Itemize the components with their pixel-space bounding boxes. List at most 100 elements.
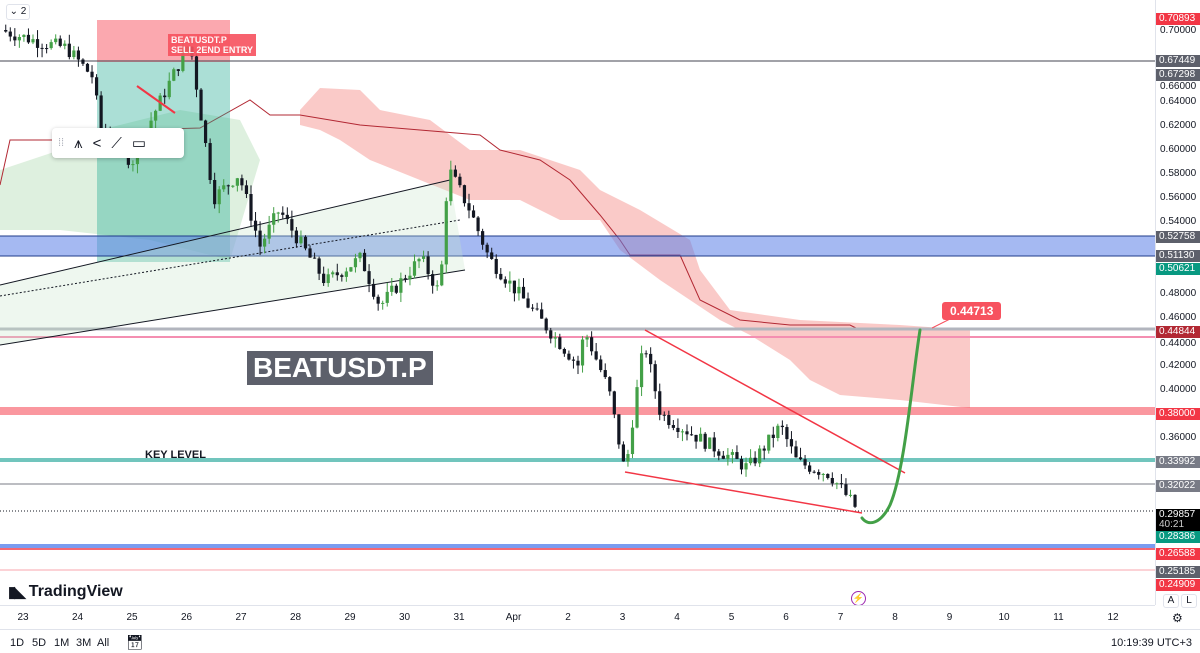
callout-icon[interactable]: ▭ xyxy=(131,135,147,152)
candle-body xyxy=(708,437,712,449)
key-level-line[interactable] xyxy=(0,458,1155,462)
candle-body xyxy=(812,471,816,473)
price-tick: 0.66000 xyxy=(1160,81,1197,93)
fork-line-icon[interactable]: < xyxy=(92,134,102,152)
candle-body xyxy=(653,364,657,392)
resistance-zone-blue[interactable] xyxy=(0,236,1155,256)
candle-body xyxy=(776,425,780,439)
candle-body xyxy=(167,80,171,98)
candle-body xyxy=(458,176,462,186)
support-zone-blue[interactable] xyxy=(0,544,1155,548)
candle-body xyxy=(440,264,444,286)
auto-scale-button[interactable]: A xyxy=(1163,594,1179,608)
price-tick: 0.58000 xyxy=(1160,168,1197,179)
candle-body xyxy=(662,414,666,416)
settings-gear-icon[interactable]: ⚙ xyxy=(1172,611,1183,625)
bottom-toolbar: 1D 5D 1M 3M All 📅︎ 10:19:39 UTC+3 xyxy=(0,629,1200,653)
position-profit-zone[interactable] xyxy=(97,62,230,262)
candle-body xyxy=(344,271,348,277)
candle-body xyxy=(263,238,267,247)
time-tick: 5 xyxy=(728,612,735,623)
price-tick: 0.62000 xyxy=(1160,120,1197,131)
candle-body xyxy=(8,31,12,37)
drawing-toolbar[interactable]: ⁞⁞ ⩚ < ⟋ ▭ xyxy=(52,128,184,158)
candle-body xyxy=(503,279,507,284)
channel-upper-line[interactable] xyxy=(0,179,451,286)
bar-countdown: 40:21 xyxy=(1159,518,1185,530)
collapse-indicators-button[interactable]: ⌄ 2 xyxy=(6,4,30,20)
price-label: 0.44844 xyxy=(1156,325,1200,338)
price-tick: 0.42000 xyxy=(1160,360,1197,371)
clock[interactable]: 10:19:39 UTC+3 xyxy=(1110,637,1192,649)
lightning-icon[interactable]: ⚡ xyxy=(851,591,866,605)
candle-body xyxy=(680,431,685,433)
price-tick: 0.46000 xyxy=(1160,312,1197,323)
range-all[interactable]: All xyxy=(97,637,110,649)
range-3m[interactable]: 3M xyxy=(76,637,92,649)
candle-body xyxy=(421,256,426,259)
candle-body xyxy=(58,38,62,46)
candle-body xyxy=(240,178,244,186)
candle-body xyxy=(253,220,258,231)
candle-body xyxy=(544,318,548,331)
time-tick: 27 xyxy=(235,612,247,623)
wedge-upper-line[interactable] xyxy=(644,329,906,474)
time-tick: 26 xyxy=(180,612,193,623)
level-zone-038[interactable] xyxy=(0,407,1155,415)
candle-body xyxy=(521,286,526,299)
channel-mid-line[interactable] xyxy=(0,219,461,297)
trend-line-red[interactable] xyxy=(136,85,176,114)
candle-body xyxy=(676,427,680,433)
target-price-tag[interactable]: 0.44713 xyxy=(942,302,1002,320)
candle-body xyxy=(685,431,689,435)
time-tick: 11 xyxy=(1053,612,1064,623)
candle-body xyxy=(367,271,371,284)
price-tick: 0.36000 xyxy=(1160,432,1197,443)
projection-arrow[interactable] xyxy=(860,328,922,525)
range-1m[interactable]: 1M xyxy=(54,637,70,649)
candle-body xyxy=(54,38,58,43)
symbol-watermark-label[interactable]: BEATUSDT.P xyxy=(247,351,433,385)
time-axis[interactable]: 23 24 25 26 27 28 29 30 31 Apr 2 3 4 5 6 7 8 9 10 11 12 xyxy=(0,605,1155,629)
pattern-tool-icon[interactable]: ⩚ xyxy=(74,134,83,152)
time-tick: 6 xyxy=(783,612,789,623)
price-label: 0.51130 xyxy=(1156,250,1200,263)
candle-body xyxy=(553,337,557,339)
parallel-channel[interactable] xyxy=(0,180,465,345)
position-label-note: SELL 2END ENTRY xyxy=(171,45,254,55)
candle-body xyxy=(349,267,353,272)
candle-body xyxy=(649,353,653,365)
candle-body xyxy=(40,47,44,49)
channel-lower-line[interactable] xyxy=(0,269,466,346)
candle-body xyxy=(608,377,612,392)
candle-body xyxy=(694,434,698,442)
candle-body xyxy=(403,278,408,280)
goto-date-calendar-icon[interactable]: 📅︎ xyxy=(126,634,144,650)
price-tick: 0.40000 xyxy=(1160,384,1197,395)
range-1d[interactable]: 1D xyxy=(10,637,25,649)
candle-body xyxy=(222,185,226,190)
candle-body xyxy=(526,298,530,308)
range-5d[interactable]: 5D xyxy=(32,637,47,649)
price-label: 0.70893 xyxy=(1156,13,1200,26)
price-label: 0.67449 xyxy=(1156,54,1200,67)
candle-body xyxy=(571,359,576,361)
price-tick: 0.70000 xyxy=(1160,25,1197,37)
chart-canvas[interactable] xyxy=(0,0,1155,605)
candle-body xyxy=(644,353,648,355)
price-axis[interactable]: 0.70000 0.66000 0.64000 0.62000 0.60000 0.580… xyxy=(1155,0,1200,605)
candle-body xyxy=(381,302,385,304)
candle-body xyxy=(94,77,99,96)
candle-body xyxy=(99,95,103,129)
time-tick: 7 xyxy=(837,612,844,623)
log-scale-button[interactable]: L xyxy=(1181,594,1197,608)
wedge-lower-line[interactable] xyxy=(624,471,863,514)
candle-body xyxy=(285,214,289,220)
candle-body xyxy=(172,69,176,81)
trend-line-icon[interactable]: ⟋ xyxy=(111,134,122,152)
candle-body xyxy=(22,34,26,37)
tradingview-logo[interactable]: ▮◣ TradingView xyxy=(8,583,123,601)
candle-body xyxy=(299,236,303,244)
drag-handle-icon[interactable]: ⁞⁞ xyxy=(58,137,65,149)
price-chart[interactable]: BEATUSDT.P SELL 2END ENTRY BEATUSDT.P KE… xyxy=(0,0,1155,605)
